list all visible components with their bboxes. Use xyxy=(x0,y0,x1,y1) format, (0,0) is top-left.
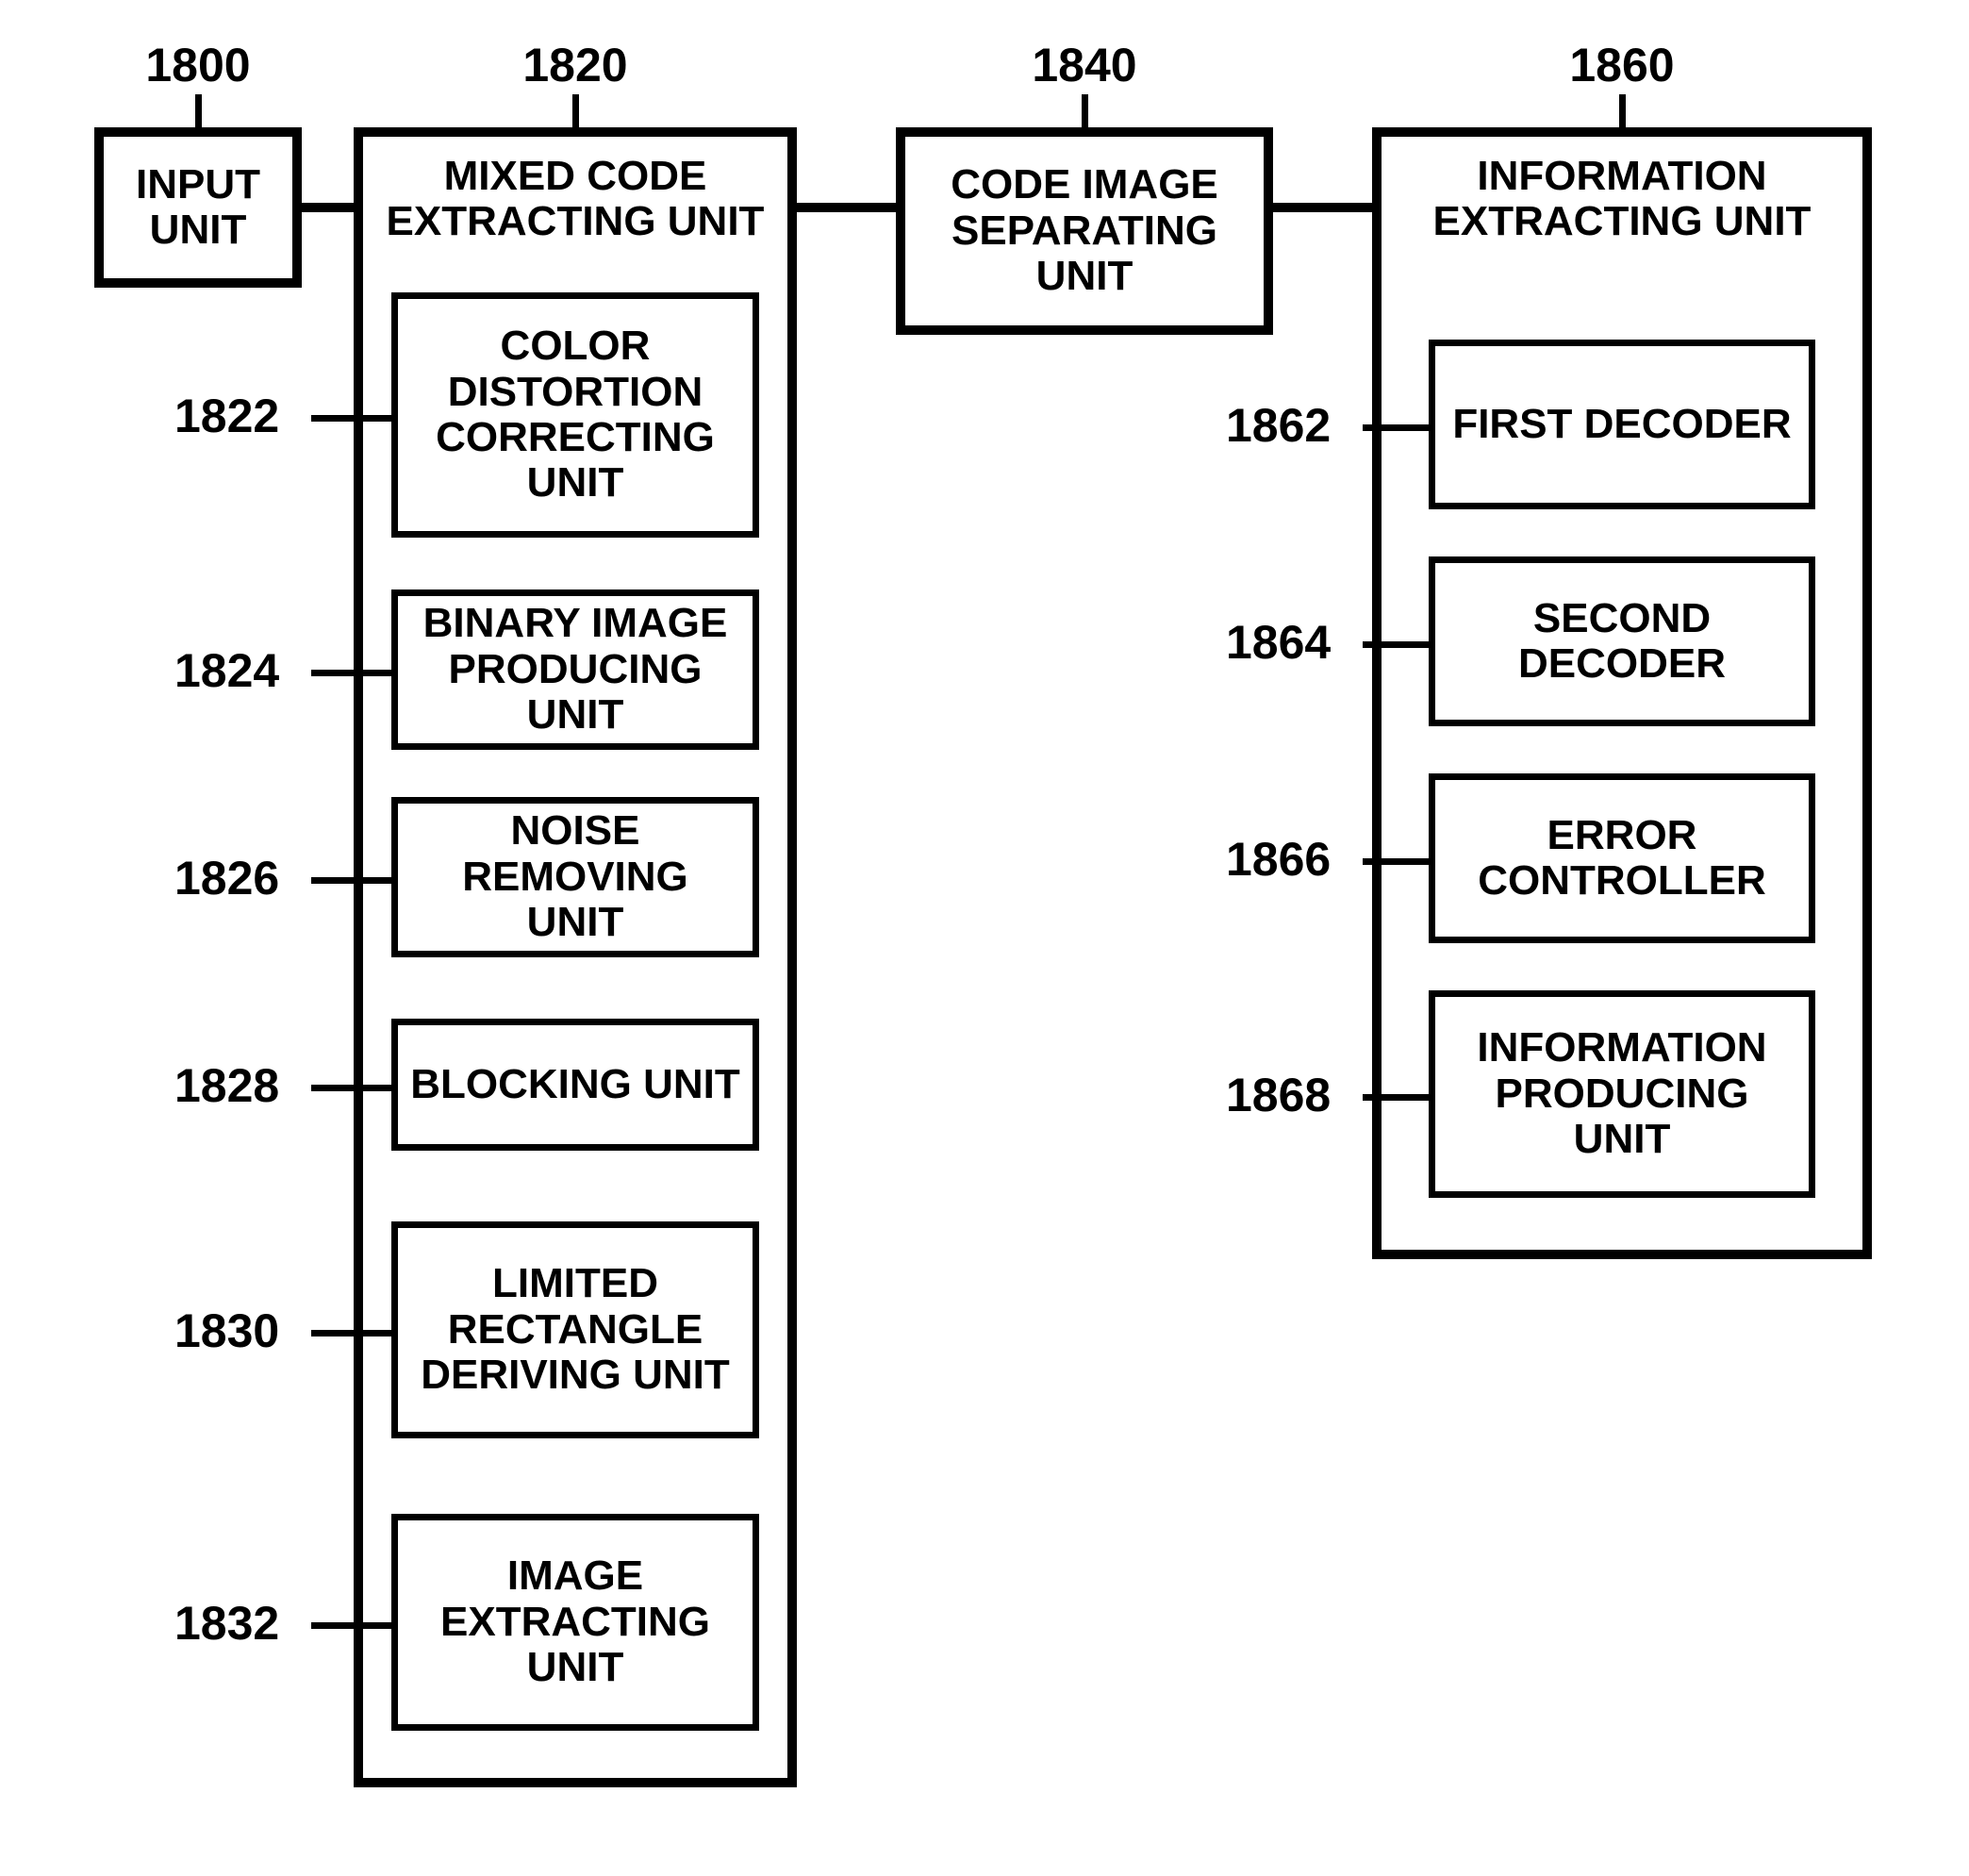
diagram-canvas: 1800 1820 1840 1860 INPUT UNIT MIXED COD… xyxy=(0,0,1969,1876)
second-decoder-block: SECOND DECODER xyxy=(1429,556,1815,726)
error-controller-block: ERROR CONTROLLER xyxy=(1429,773,1815,943)
limited-rectangle-deriving-unit-label: LIMITED RECTANGLE DERIVING UNIT xyxy=(410,1261,740,1398)
blocking-unit-label: BLOCKING UNIT xyxy=(410,1062,740,1107)
first-decoder-label: FIRST DECODER xyxy=(1452,402,1791,447)
ref-1866: 1866 xyxy=(1226,832,1331,887)
blocking-unit-block: BLOCKING UNIT xyxy=(391,1019,759,1151)
ref-1822: 1822 xyxy=(174,389,279,443)
lead-1864 xyxy=(1363,641,1429,648)
tick-1820 xyxy=(572,94,579,127)
second-decoder-label: SECOND DECODER xyxy=(1448,596,1796,688)
conn-1820-1840 xyxy=(797,203,896,212)
lead-1868 xyxy=(1363,1094,1429,1101)
ref-1868: 1868 xyxy=(1226,1068,1331,1122)
ref-1832: 1832 xyxy=(174,1596,279,1651)
image-extracting-unit-block: IMAGE EXTRACTING UNIT xyxy=(391,1514,759,1731)
binary-image-producing-unit-block: BINARY IMAGE PRODUCING UNIT xyxy=(391,589,759,750)
ref-1830: 1830 xyxy=(174,1303,279,1358)
binary-image-producing-unit-label: BINARY IMAGE PRODUCING UNIT xyxy=(405,601,745,738)
conn-1840-1860 xyxy=(1273,203,1372,212)
ref-1828: 1828 xyxy=(174,1058,279,1113)
ref-1800: 1800 xyxy=(123,38,273,92)
input-unit-label: INPUT UNIT xyxy=(104,162,292,254)
information-producing-unit-block: INFORMATION PRODUCING UNIT xyxy=(1429,990,1815,1198)
lead-1832 xyxy=(311,1622,391,1629)
ref-1824: 1824 xyxy=(174,643,279,698)
color-distortion-correcting-unit-block: COLOR DISTORTION CORRECTING UNIT xyxy=(391,292,759,538)
ref-1864: 1864 xyxy=(1226,615,1331,670)
ref-1826: 1826 xyxy=(174,851,279,905)
noise-removing-unit-block: NOISE REMOVING UNIT xyxy=(391,797,759,957)
color-distortion-correcting-unit-label: COLOR DISTORTION CORRECTING UNIT xyxy=(410,324,740,506)
lead-1828 xyxy=(311,1085,391,1091)
information-producing-unit-label: INFORMATION PRODUCING UNIT xyxy=(1448,1025,1796,1162)
lead-1822 xyxy=(311,415,391,422)
limited-rectangle-deriving-unit-block: LIMITED RECTANGLE DERIVING UNIT xyxy=(391,1221,759,1438)
ref-1860: 1860 xyxy=(1547,38,1697,92)
ref-1862: 1862 xyxy=(1226,398,1331,453)
first-decoder-block: FIRST DECODER xyxy=(1429,340,1815,509)
noise-removing-unit-label: NOISE REMOVING UNIT xyxy=(410,808,740,945)
input-unit-block: INPUT UNIT xyxy=(94,127,302,288)
tick-1840 xyxy=(1082,94,1088,127)
code-image-separating-unit-block: CODE IMAGE SEPARATING UNIT xyxy=(896,127,1273,335)
conn-1800-1820 xyxy=(302,203,354,212)
lead-1830 xyxy=(311,1330,391,1336)
ref-1840: 1840 xyxy=(1009,38,1160,92)
lead-1824 xyxy=(311,670,391,676)
tick-1860 xyxy=(1619,94,1626,127)
ref-1820: 1820 xyxy=(500,38,651,92)
image-extracting-unit-label: IMAGE EXTRACTING UNIT xyxy=(410,1553,740,1690)
information-extracting-unit-label: INFORMATION EXTRACTING UNIT xyxy=(1396,154,1848,245)
lead-1866 xyxy=(1363,858,1429,865)
mixed-code-extracting-unit-label: MIXED CODE EXTRACTING UNIT xyxy=(377,154,773,245)
tick-1800 xyxy=(195,94,202,127)
error-controller-label: ERROR CONTROLLER xyxy=(1448,813,1796,905)
lead-1862 xyxy=(1363,424,1429,431)
lead-1826 xyxy=(311,877,391,884)
code-image-separating-unit-label: CODE IMAGE SEPARATING UNIT xyxy=(915,162,1254,299)
